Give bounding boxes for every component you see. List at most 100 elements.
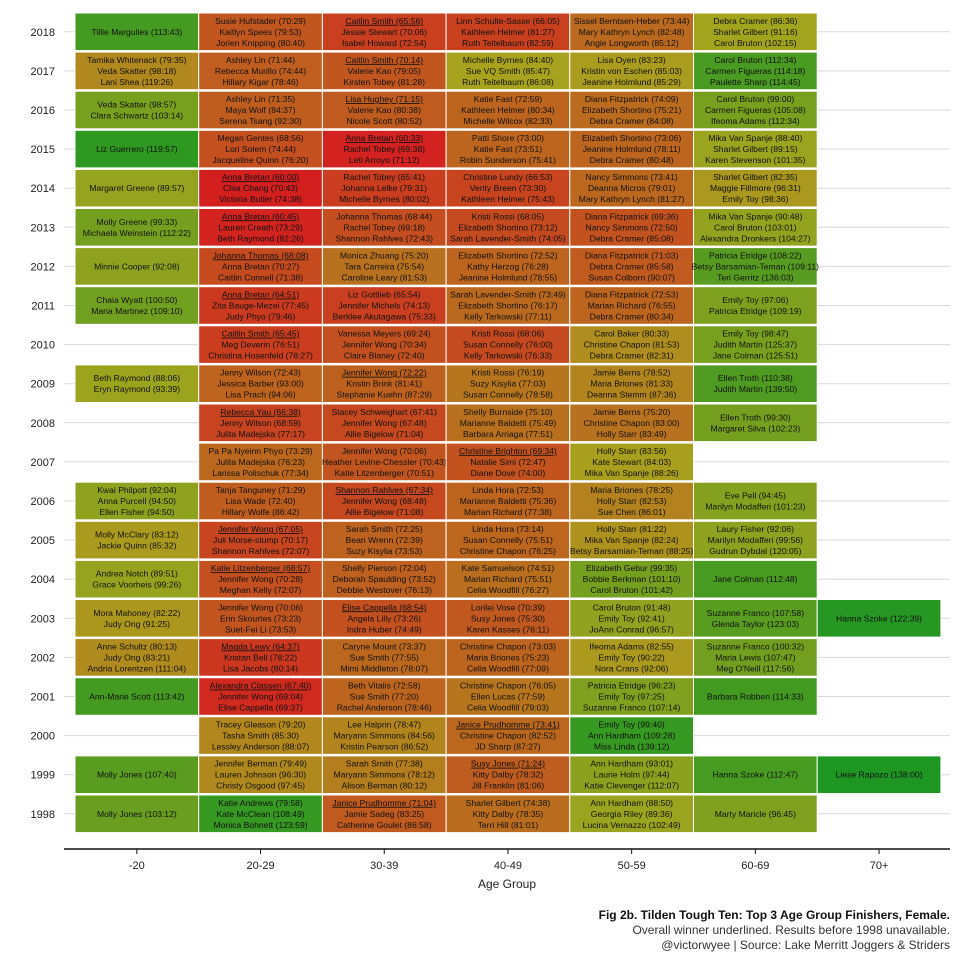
cell-winner-label: Alexandra Classen (67:40) <box>210 681 312 691</box>
y-tick-label: 2018 <box>31 27 55 39</box>
heatmap-cell: Tracey Gleason (79:20)Tasha Smith (85:30… <box>198 716 323 755</box>
heatmap-cell: Nancy Simmons (73:41)Deanna Micros (79:0… <box>569 168 694 208</box>
cell-fill <box>693 129 818 169</box>
cell-finisher-label: Celia Woodfill (77:09) <box>467 663 549 673</box>
y-tick-label: 1999 <box>31 770 55 782</box>
cell-finisher-label: Veda Skatter (98:18) <box>97 66 176 76</box>
cell-finisher-label: Marilyn Modafferi (101:23) <box>705 502 805 512</box>
cell-finisher-label: Suet-Fei Li (73:53) <box>225 624 296 634</box>
y-tick-label: 2017 <box>31 66 55 78</box>
cell-winner-label: Katie Fast (72:59) <box>474 94 542 104</box>
y-tick-label: 2001 <box>31 692 55 704</box>
cell-finisher-label: Meg Deverin (76:51) <box>221 340 299 350</box>
cell-winner-label: Sharlet Gilbert (82:35) <box>713 172 798 182</box>
cell-winner-label: Emily Toy (98:47) <box>722 329 788 339</box>
caption-title: Fig 2b. Tilden Tough Ten: Top 3 Age Grou… <box>598 908 950 922</box>
cell-winner-label: Jane Colman (112:48) <box>713 574 798 584</box>
cell-fill <box>321 247 447 286</box>
cell-winner-label: Christine Chapon (76:05) <box>460 681 556 691</box>
cell-fill <box>693 364 818 403</box>
heatmap-cell: Holly Starr (81:22)Mika Van Spanje (82:2… <box>569 520 694 560</box>
cell-winner-label: Diana Fitzpatrick (71:03) <box>585 250 679 260</box>
cell-winner-label: Kristi Rossi (68:05) <box>472 211 545 221</box>
cell-winner-label: Veda Skatter (98:57) <box>97 100 176 110</box>
cell-fill <box>445 12 571 52</box>
cell-fill <box>569 51 694 91</box>
cell-winner-label: Carol Baker (80:33) <box>594 329 669 339</box>
cell-fill <box>693 325 818 364</box>
cell-fill <box>198 90 323 130</box>
cell-finisher-label: Victoria Butler (74:38) <box>219 194 302 204</box>
heatmap-cell: Liz Guerrero (119:57) <box>74 129 200 169</box>
cell-finisher-label: Emily Toy (90:22) <box>599 652 665 662</box>
cell-finisher-label: Marian Richard (75:51) <box>464 574 552 584</box>
cell-fill <box>198 755 323 795</box>
cell-finisher-label: Jackie Quinn (85:32) <box>97 541 176 551</box>
cell-finisher-label: Angie Longworth (85:12) <box>585 38 679 48</box>
cell-finisher-label: Kate Stewart (84:03) <box>592 457 671 467</box>
heatmap-cell: Debra Cramer (86:36)Sharlet Gilbert (91:… <box>693 12 818 52</box>
cell-winner-label: Anna Bretan (60:00) <box>222 172 300 182</box>
cell-fill <box>321 442 447 482</box>
heatmap-cell: Suzanne Franco (100:32)Maria Lewis (107:… <box>693 638 818 677</box>
heatmap-cell: Emily Toy (99:40)Ann Hardham (109:28)Mis… <box>569 716 694 755</box>
cell-fill <box>198 286 323 325</box>
cell-winner-label: Johanna Thomas (68:08) <box>213 250 309 260</box>
cell-winner-label: Michelle Byrnes (84:40) <box>463 55 553 65</box>
cell-finisher-label: Catherine Goulet (86:58) <box>337 820 432 830</box>
cell-finisher-label: Marianne Baldetti (75:36) <box>460 496 557 506</box>
heatmap-cell: Lisa Hughey (71:15)Valerie Kao (80:38)Ni… <box>321 90 447 130</box>
cell-finisher-label: Lessley Anderson (88:07) <box>212 742 310 752</box>
cell-winner-label: Christine Brighton (69:34) <box>459 446 557 456</box>
cell-fill <box>569 520 694 560</box>
cell-winner-label: Liese Rapozo (138:00) <box>836 770 923 780</box>
cell-finisher-label: Isabel Howard (72:54) <box>342 38 427 48</box>
cell-finisher-label: Bobbie Berkman (101:10) <box>583 574 681 584</box>
heatmap-cell: Marty Maricle (96:45) <box>693 794 818 834</box>
cell-finisher-label: Deborah Spaulding (73:52) <box>333 574 436 584</box>
cell-winner-label: Stacey Schweighart (67:41) <box>331 407 437 417</box>
cell-finisher-label: Nancy Simmons (72:50) <box>586 222 678 232</box>
y-tick-label: 2003 <box>31 613 55 625</box>
cell-finisher-label: Suzy Kisylia (77:03) <box>470 379 546 389</box>
cell-winner-label: Margaret Greene (89:57) <box>89 183 184 193</box>
cell-winner-label: Sissel Berntsen-Heber (73:44) <box>574 16 690 26</box>
cell-finisher-label: Jeanine Holmlund (85:29) <box>582 77 681 87</box>
cell-fill <box>74 677 200 716</box>
cell-winner-label: Andrea Notch (89:51) <box>96 569 178 579</box>
cell-finisher-label: Kate McClean (108:49) <box>216 809 305 819</box>
cell-winner-label: Caitlin Smith (65:56) <box>345 16 423 26</box>
cell-fill <box>693 90 818 130</box>
cell-finisher-label: Mika Van Spanje (82:24) <box>585 535 679 545</box>
heatmap-cell: Andrea Notch (89:51)Grace Voorheis (99:2… <box>74 559 200 599</box>
cell-finisher-label: Jessica Barber (93:00) <box>217 379 304 389</box>
y-tick-label: 2015 <box>31 144 55 156</box>
heatmap-cell: Kwai Philpott (92:04)Anna Purcell (94:50… <box>74 481 200 521</box>
cell-winner-label: Susy Jones (71:24) <box>471 759 545 769</box>
cell-finisher-label: Shannon Rahlves (72:43) <box>336 233 434 243</box>
cell-winner-label: Kate Samuelson (74:51) <box>462 563 555 573</box>
cell-winner-label: Sarah Smith (72:25) <box>346 524 423 534</box>
heatmap-cell: Susy Jones (71:24)Kitty Dalby (78:32)Jil… <box>445 755 571 795</box>
cell-winner-label: Sarah Lavender-Smith (73:49) <box>450 290 566 300</box>
y-tick-label: 2014 <box>31 183 55 195</box>
heatmap-cell: Margaret Greene (89:57) <box>74 168 200 208</box>
cell-winner-label: Patricia Etridge (96:23) <box>588 681 676 691</box>
heatmap-cell: Linn Schulte-Sasse (66:05)Kathleen Helme… <box>445 12 571 52</box>
cell-finisher-label: Jessie Stewart (70:06) <box>342 27 428 37</box>
heatmap-cell: Janice Prudhomme (73:41)Christine Chapon… <box>445 716 571 755</box>
heatmap-cell: Ann-Marie Scott (113:42) <box>74 677 200 716</box>
cell-fill <box>198 638 323 677</box>
cell-finisher-label: Celia Woodfill (79:03) <box>467 703 549 713</box>
cell-finisher-label: Jane Colman (125:51) <box>713 351 798 361</box>
cell-winner-label: Shelly Burnside (75:10) <box>463 407 552 417</box>
cell-winner-label: Liz Gottlieb (65:54) <box>348 290 421 300</box>
cell-finisher-label: Elizabeth Shortino (75:21) <box>582 105 682 115</box>
cell-finisher-label: Susan Connelly (78:58) <box>463 390 553 400</box>
cell-winner-label: Anna Bretan (60:33) <box>346 133 424 143</box>
cell-finisher-label: Anna Purcell (94:50) <box>98 496 176 506</box>
cell-fill <box>569 286 694 325</box>
cell-finisher-label: Marilyn Modafferi (99:56) <box>708 535 804 545</box>
cell-finisher-label: Katie Fast (73:51) <box>474 144 542 154</box>
heatmap-cell: Christine Lundy (66:53)Verity Breen (73:… <box>445 168 571 208</box>
